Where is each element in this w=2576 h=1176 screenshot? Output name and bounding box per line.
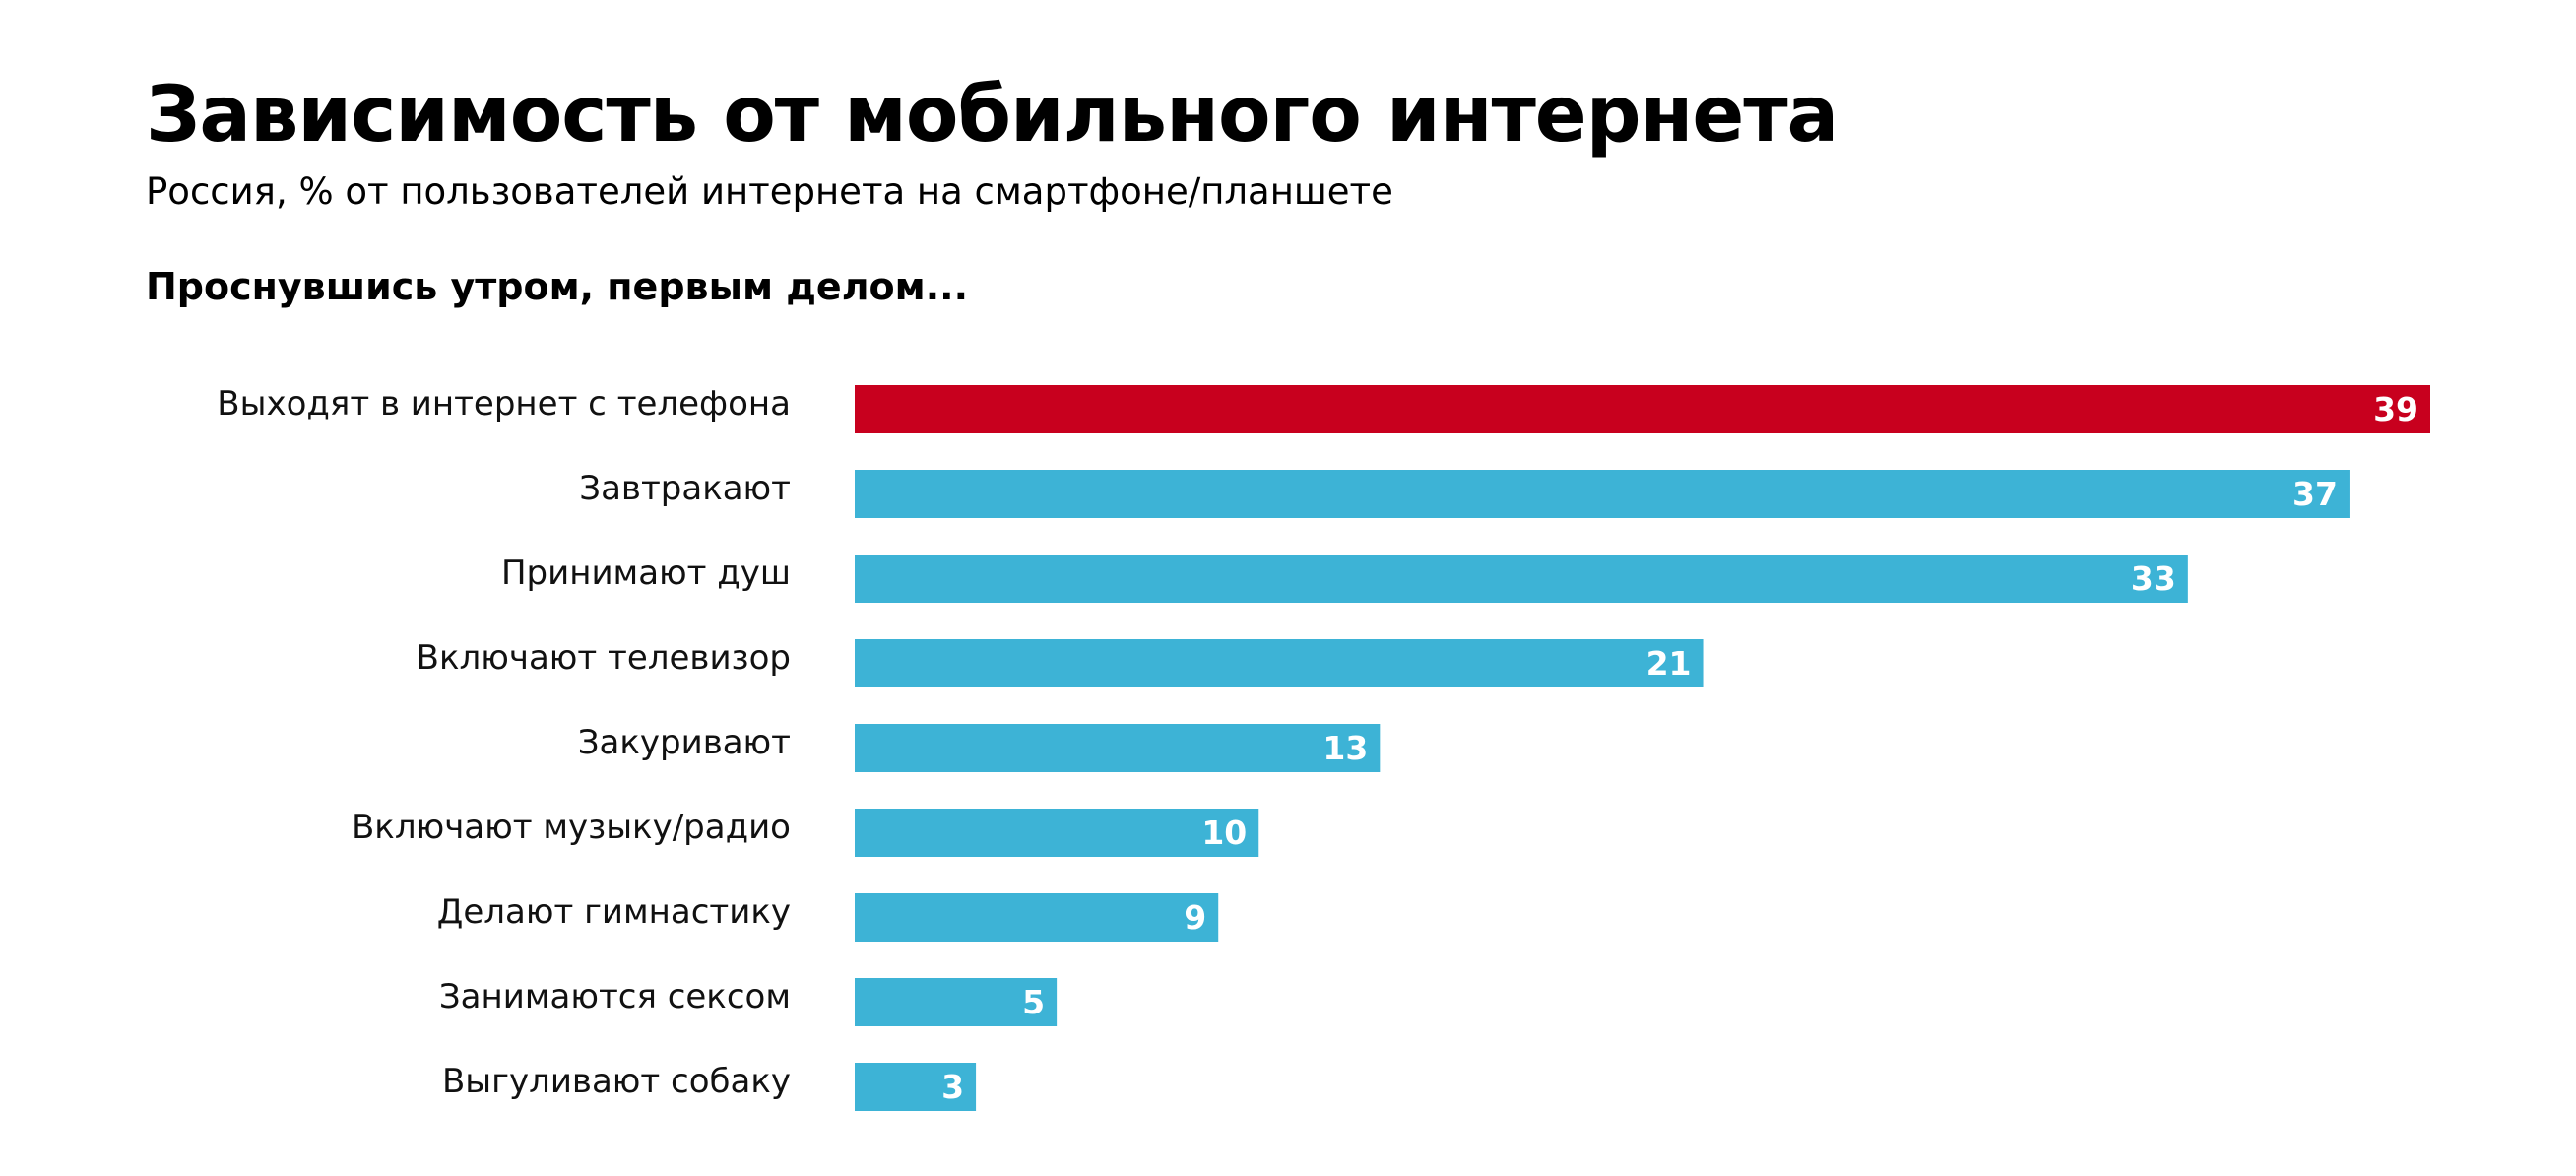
category-label-7: Делают гимнастику xyxy=(437,892,791,932)
category-label-2: Завтракают xyxy=(579,469,791,508)
value-label-4: 21 xyxy=(1646,644,1692,683)
bar-7 xyxy=(855,893,1219,942)
bar-6 xyxy=(855,809,1259,857)
bar-5 xyxy=(855,724,1381,772)
bar-3 xyxy=(855,555,2188,603)
category-label-6: Включают музыку/радио xyxy=(352,808,791,847)
bar-4 xyxy=(855,639,1704,687)
chart-title: Зависимость от мобильного интернета xyxy=(146,71,1838,160)
category-label-4: Включают телевизор xyxy=(417,638,791,678)
value-label-7: 9 xyxy=(1184,898,1206,937)
section-heading: Проснувшись утром, первым делом... xyxy=(146,265,968,308)
value-label-1: 39 xyxy=(2373,390,2418,428)
value-label-3: 33 xyxy=(2131,559,2176,598)
bar-8 xyxy=(855,978,1058,1026)
category-label-8: Занимаются сексом xyxy=(439,977,791,1016)
value-label-8: 5 xyxy=(1022,983,1045,1021)
value-label-9: 3 xyxy=(941,1068,964,1106)
bar-9 xyxy=(855,1063,977,1111)
bar-1 xyxy=(855,385,2430,433)
bar-2 xyxy=(855,470,2350,518)
value-label-5: 13 xyxy=(1322,729,1368,767)
category-label-9: Выгуливают собаку xyxy=(442,1062,791,1101)
value-label-6: 10 xyxy=(1201,814,1247,852)
category-label-5: Закуривают xyxy=(578,723,791,762)
category-label-1: Выходят в интернет с телефона xyxy=(217,384,791,424)
chart-subtitle: Россия, % от пользователей интернета на … xyxy=(146,170,1393,213)
category-label-3: Принимают душ xyxy=(501,554,791,593)
value-label-2: 37 xyxy=(2292,475,2338,513)
